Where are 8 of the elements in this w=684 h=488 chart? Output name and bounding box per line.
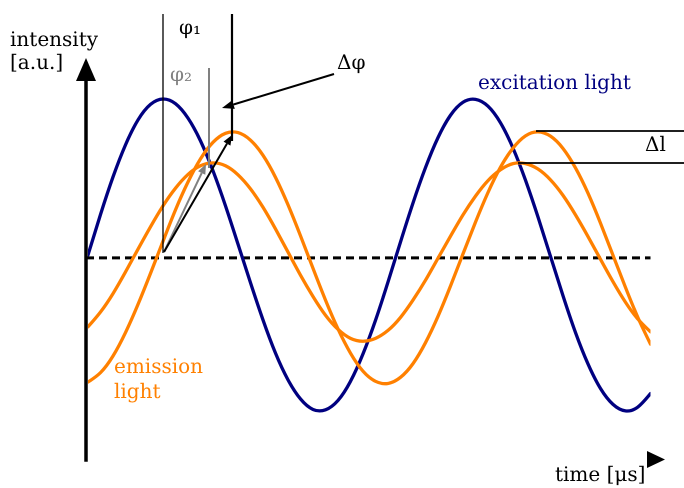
annotation: Δl <box>645 132 666 157</box>
text: φ₁ <box>179 15 202 40</box>
x-axis-title: time [μs] <box>555 462 646 486</box>
text: φ₂ <box>170 62 192 87</box>
y-axis-title: intensity [a.u.] <box>10 27 98 74</box>
series-label: emission light <box>114 354 204 404</box>
text: Δφ <box>337 50 366 75</box>
series-label: excitation light <box>478 70 632 95</box>
